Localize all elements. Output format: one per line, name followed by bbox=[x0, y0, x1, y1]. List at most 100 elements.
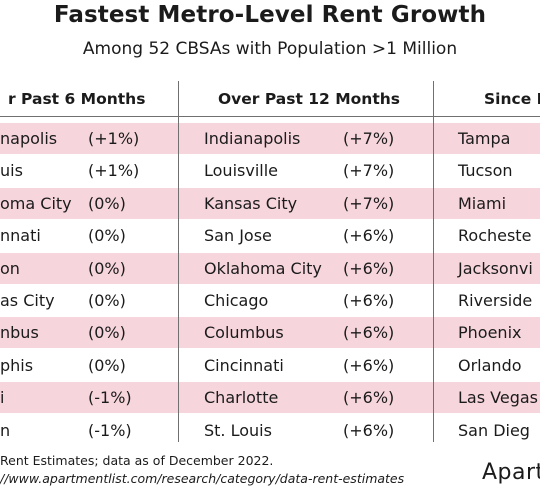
metro-name: as City bbox=[0, 291, 55, 310]
metro-name: oma City bbox=[0, 193, 72, 213]
metro-name: Tucson bbox=[458, 161, 513, 181]
metro-name: Phoenix bbox=[458, 323, 522, 343]
table-column: Over Past 12 Months Indianapolis (+7%) Loui… bbox=[180, 75, 433, 442]
growth-value: (+6%) bbox=[343, 388, 395, 408]
column-divider bbox=[433, 81, 434, 442]
metro-name: napolis bbox=[0, 129, 58, 148]
metro-name: San Jose bbox=[204, 226, 272, 246]
table-row: Kansas City (+7%) bbox=[180, 188, 433, 219]
metro-name: Kansas City bbox=[204, 193, 298, 213]
table-row: Louisville (+7%) bbox=[180, 155, 433, 186]
rent-growth-table: r Past 6 Months napolis (+1%) uis (+1%) oma C… bbox=[0, 75, 540, 442]
table-row: Rocheste bbox=[435, 220, 540, 251]
metro-name: i bbox=[0, 388, 5, 408]
metro-name: St. Louis bbox=[204, 420, 272, 440]
row-band bbox=[0, 187, 540, 219]
table-row: Tucson bbox=[435, 155, 540, 186]
growth-value: (+6%) bbox=[343, 226, 395, 246]
growth-value: (+1%) bbox=[88, 129, 140, 148]
metro-name: Orlando bbox=[458, 355, 522, 375]
metro-name: Columbus bbox=[204, 323, 284, 343]
table-row: oma City (0%) bbox=[0, 188, 178, 219]
chart-subtitle: Among 52 CBSAs with Population >1 Millio… bbox=[82, 39, 458, 59]
growth-value: (0%) bbox=[88, 226, 126, 246]
table-row: n (-1%) bbox=[0, 415, 178, 442]
row-band bbox=[0, 252, 540, 284]
table-row: San Jose (+6%) bbox=[180, 220, 433, 251]
growth-value: (0%) bbox=[88, 355, 126, 375]
table-row: phis (0%) bbox=[0, 350, 178, 381]
growth-value: (+7%) bbox=[343, 129, 395, 148]
table-column: Since M Tampa Tucson Miami Rocheste Jacksonvi… bbox=[435, 75, 540, 442]
metro-name: Riverside bbox=[458, 291, 533, 310]
growth-value: (+7%) bbox=[343, 193, 395, 213]
table-row: Columbus (+6%) bbox=[180, 317, 433, 348]
metro-name: Louisville bbox=[204, 161, 278, 181]
metro-name: Indianapolis bbox=[204, 129, 301, 148]
table-row: on (0%) bbox=[0, 253, 178, 284]
metro-name: on bbox=[0, 258, 20, 278]
table-row: Jacksonvi bbox=[435, 253, 540, 284]
growth-value: (+6%) bbox=[343, 323, 395, 343]
table-row: San Dieg bbox=[435, 415, 540, 442]
row-band bbox=[0, 317, 540, 349]
table-row: uis (+1%) bbox=[0, 155, 178, 186]
column-header: Over Past 12 Months bbox=[218, 90, 401, 108]
apartment-list-logo: Apart bbox=[482, 460, 540, 485]
metro-name: Tampa bbox=[458, 129, 511, 148]
table-row: as City (0%) bbox=[0, 285, 178, 316]
metro-name: Miami bbox=[458, 193, 507, 213]
growth-value: (-1%) bbox=[88, 388, 132, 408]
growth-value: (+1%) bbox=[88, 161, 140, 181]
table-row: nbus (0%) bbox=[0, 317, 178, 348]
chart-footer: Rent Estimates; data as of December 2022… bbox=[0, 452, 404, 488]
metro-name: Cincinnati bbox=[204, 355, 284, 375]
metro-name: San Dieg bbox=[458, 420, 530, 440]
metro-name: uis bbox=[0, 161, 23, 181]
growth-value: (-1%) bbox=[88, 420, 132, 440]
column-header: r Past 6 Months bbox=[8, 90, 146, 108]
table-row: Tampa bbox=[435, 123, 540, 154]
metro-name: Jacksonvi bbox=[458, 258, 533, 278]
chart-title: Fastest Metro-Level Rent Growth bbox=[53, 2, 487, 28]
metro-name: Oklahoma City bbox=[204, 258, 322, 278]
growth-value: (0%) bbox=[88, 291, 126, 310]
metro-name: phis bbox=[0, 355, 34, 375]
metro-name: Rocheste bbox=[458, 226, 532, 246]
table-row: Phoenix bbox=[435, 317, 540, 348]
growth-value: (+6%) bbox=[343, 355, 395, 375]
table-row: Chicago (+6%) bbox=[180, 285, 433, 316]
growth-value: (+6%) bbox=[343, 258, 395, 278]
metro-name: n bbox=[0, 420, 11, 440]
growth-value: (0%) bbox=[88, 258, 126, 278]
header-divider bbox=[0, 116, 540, 117]
metro-name: nbus bbox=[0, 323, 39, 343]
growth-value: (0%) bbox=[88, 193, 126, 213]
table-row: nnati (0%) bbox=[0, 220, 178, 251]
growth-value: (0%) bbox=[88, 323, 126, 343]
source-url[interactable]: //www.apartmentlist.com/research/categor… bbox=[0, 471, 405, 486]
table-row: napolis (+1%) bbox=[0, 123, 178, 154]
growth-value: (+6%) bbox=[343, 291, 395, 310]
table-row: Oklahoma City (+6%) bbox=[180, 253, 433, 284]
table-row: Indianapolis (+7%) bbox=[180, 123, 433, 154]
source-note: Rent Estimates; data as of December 2022… bbox=[0, 453, 274, 468]
row-band bbox=[0, 123, 540, 154]
growth-value: (+6%) bbox=[343, 420, 395, 440]
table-row: Las Vegas bbox=[435, 382, 540, 413]
table-row: Miami bbox=[435, 188, 540, 219]
metro-name: Chicago bbox=[204, 291, 269, 310]
column-divider bbox=[178, 81, 179, 442]
table-row: Riverside bbox=[435, 285, 540, 316]
metro-name: Charlotte bbox=[204, 388, 279, 408]
table-row: St. Louis (+6%) bbox=[180, 415, 433, 442]
table-column: r Past 6 Months napolis (+1%) uis (+1%) oma C… bbox=[0, 75, 178, 442]
table-row: Cincinnati (+6%) bbox=[180, 350, 433, 381]
table-row: Charlotte (+6%) bbox=[180, 382, 433, 413]
metro-name: nnati bbox=[0, 226, 41, 246]
column-header: Since M bbox=[484, 90, 540, 108]
growth-value: (+7%) bbox=[343, 161, 395, 181]
table-row: Orlando bbox=[435, 350, 540, 381]
row-band bbox=[0, 382, 540, 414]
metro-name: Las Vegas bbox=[458, 388, 538, 408]
